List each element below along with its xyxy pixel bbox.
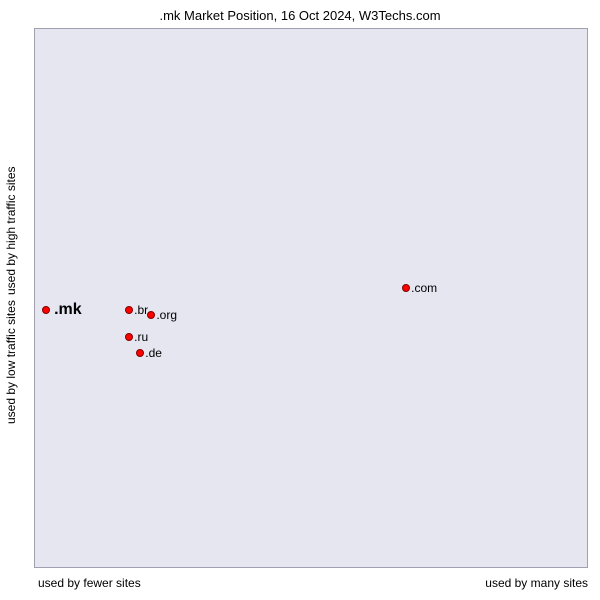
x-axis-label-left: used by fewer sites — [38, 576, 141, 590]
x-axis-label-right: used by many sites — [485, 576, 588, 590]
scatter-point-label: .mk — [54, 301, 82, 319]
scatter-point — [402, 284, 410, 292]
scatter-point-label: .ru — [134, 330, 148, 344]
scatter-point — [125, 333, 133, 341]
plot-area: .mk .br .org .ru .de .com — [34, 28, 588, 568]
chart-container: .mk Market Position, 16 Oct 2024, W3Tech… — [0, 0, 600, 600]
scatter-point-label: .br — [134, 303, 148, 317]
chart-title: .mk Market Position, 16 Oct 2024, W3Tech… — [0, 8, 600, 23]
y-axis-label-top: used by high traffic sites — [4, 30, 18, 295]
scatter-point-label: .com — [411, 281, 437, 295]
scatter-point-label: .org — [156, 308, 177, 322]
scatter-point-label: .de — [145, 346, 162, 360]
scatter-point — [125, 306, 133, 314]
scatter-point — [136, 349, 144, 357]
y-axis-label-bottom: used by low traffic sites — [4, 300, 18, 565]
scatter-point — [42, 306, 50, 314]
scatter-point — [147, 311, 155, 319]
